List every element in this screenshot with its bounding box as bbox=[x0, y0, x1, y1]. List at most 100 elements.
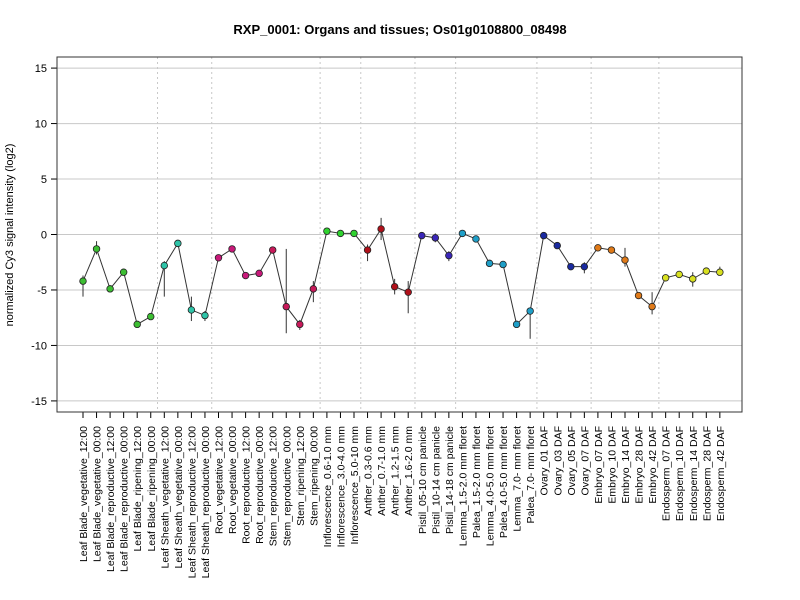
x-tick-label: Lemma_7.0- mm floret bbox=[512, 426, 524, 532]
x-tick-label: Embryo_42 DAF bbox=[647, 426, 659, 504]
x-tick-label: Lemma_1.5-2.0 mm floret bbox=[457, 426, 469, 546]
x-tick-label: Pistil_10-14 cm panicle bbox=[430, 426, 442, 534]
data-point bbox=[418, 231, 426, 240]
y-tick-label: -15 bbox=[31, 396, 47, 408]
data-point bbox=[214, 254, 223, 262]
x-tick-label: Anther_1.6-2.0 mm bbox=[403, 426, 415, 516]
data-point bbox=[431, 234, 439, 242]
data-point bbox=[445, 251, 453, 260]
x-tick-label: Palea_4.0-5.0 mm floret bbox=[498, 426, 510, 538]
data-series bbox=[79, 217, 724, 339]
data-point bbox=[526, 307, 534, 315]
x-tick-label: Stem_ripening_12:00 bbox=[295, 426, 307, 526]
x-tick-label: Leaf Blade_ripening_00:00 bbox=[146, 426, 158, 552]
y-tick-label: 15 bbox=[35, 63, 47, 75]
data-point bbox=[147, 312, 155, 321]
x-tick-label: Embryo_28 DAF bbox=[634, 426, 646, 504]
x-tick-label: Ovary_01 DAF bbox=[539, 426, 551, 495]
y-tick-label: 5 bbox=[41, 174, 47, 186]
data-point bbox=[390, 282, 399, 291]
data-point bbox=[282, 302, 290, 311]
data-point bbox=[621, 256, 629, 264]
x-tick-label: Inflorescence_3.0-4.0 mm bbox=[335, 426, 347, 548]
x-tick-label: Pistil_05-10 cm panicle bbox=[417, 426, 429, 534]
y-axis-label: normalized Cy3 signal intensity (log2) bbox=[4, 144, 16, 327]
x-tick-label: Anther_0.3-0.6 mm bbox=[363, 426, 375, 516]
data-point bbox=[187, 306, 196, 314]
x-tick-label: Stem_reproductive_12:00 bbox=[268, 426, 280, 546]
x-tick-label: Inflorescence_0.6-1.0 mm bbox=[322, 426, 334, 548]
x-tick-label: Palea_1.5-2.0 mm floret bbox=[471, 426, 483, 538]
data-point bbox=[540, 231, 548, 240]
x-tick-label: Anther_1.2-1.5 mm bbox=[390, 426, 402, 516]
x-tick-label: Root_reproductive_12:00 bbox=[241, 426, 253, 544]
data-point bbox=[309, 285, 318, 293]
x-tick-label: Ovary_05 DAF bbox=[566, 426, 578, 495]
x-tick-label: Leaf Blade_vegetative_00:00 bbox=[92, 426, 104, 562]
data-point bbox=[485, 259, 494, 268]
x-tick-label: Root_vegetative_00:00 bbox=[227, 426, 239, 534]
x-tick-label: Embryo_07 DAF bbox=[593, 426, 605, 504]
y-axis: -15 -10 -5 0 5 10 15 bbox=[31, 63, 57, 408]
x-tick-label: Leaf Sheath_vegetative_00:00 bbox=[173, 426, 185, 569]
data-point bbox=[716, 268, 724, 276]
data-point bbox=[404, 288, 412, 296]
data-point bbox=[512, 320, 521, 329]
data-point bbox=[580, 262, 589, 271]
data-point bbox=[607, 246, 616, 254]
x-tick-label: Endosperm_14 DAF bbox=[688, 426, 700, 521]
x-tick-label: Lemma_4.0-5.0 mm floret bbox=[485, 426, 497, 546]
data-point bbox=[350, 229, 358, 238]
data-point bbox=[553, 241, 561, 250]
data-point bbox=[92, 245, 101, 253]
x-tick-label: Palea_7.0- mm floret bbox=[525, 426, 537, 524]
data-point bbox=[594, 244, 602, 252]
data-point bbox=[648, 302, 656, 311]
x-tick-label: Root_reproductive_00:00 bbox=[254, 426, 266, 544]
x-tick-label: Leaf Blade_reproductive_00:00 bbox=[119, 426, 131, 572]
x-tick-label: Pistil_14-18 cm panicle bbox=[444, 426, 456, 534]
data-point bbox=[241, 271, 250, 280]
x-tick-label: Ovary_07 DAF bbox=[579, 426, 591, 495]
plot-frame bbox=[56, 56, 743, 413]
x-tick-label: Leaf Sheath_vegetative_12:00 bbox=[159, 426, 171, 569]
x-tick-label: Embryo_10 DAF bbox=[606, 426, 618, 504]
data-point bbox=[255, 269, 263, 278]
x-tick-label: Endosperm_07 DAF bbox=[661, 426, 673, 521]
x-tick-label: Stem_ripening_00:00 bbox=[308, 426, 320, 526]
data-point bbox=[323, 227, 331, 235]
chart-title: RXP_0001: Organs and tissues; Os01g01088… bbox=[233, 22, 566, 37]
data-point bbox=[228, 245, 236, 253]
data-point bbox=[661, 274, 670, 282]
x-tick-label: Leaf Blade_ripening_12:00 bbox=[132, 426, 144, 552]
grid-layer bbox=[57, 57, 742, 412]
x-tick-label: Endosperm_42 DAF bbox=[715, 426, 727, 521]
data-point bbox=[377, 225, 385, 233]
x-tick-label: Root_vegetative_12:00 bbox=[214, 426, 226, 534]
data-point bbox=[702, 267, 710, 275]
x-tick-label: Leaf Blade_vegetative_12:00 bbox=[78, 426, 90, 562]
data-point bbox=[499, 260, 507, 269]
x-tick-label: Endosperm_10 DAF bbox=[674, 426, 686, 521]
data-point bbox=[201, 311, 209, 320]
data-point bbox=[133, 320, 141, 329]
data-point bbox=[160, 261, 168, 270]
data-point bbox=[458, 229, 467, 238]
x-tick-label: Leaf Sheath_reproductive_12:00 bbox=[186, 426, 198, 579]
data-point bbox=[336, 229, 345, 238]
y-tick-label: 0 bbox=[41, 230, 47, 242]
data-point bbox=[119, 268, 128, 276]
x-tick-label: Anther_0.7-1.0 mm bbox=[376, 426, 388, 516]
data-point bbox=[567, 262, 575, 271]
data-point bbox=[174, 239, 182, 248]
data-point bbox=[79, 277, 87, 285]
data-point bbox=[472, 235, 480, 243]
y-tick-label: -10 bbox=[31, 340, 47, 352]
data-point bbox=[634, 291, 643, 300]
data-point bbox=[363, 246, 372, 254]
y-tick-label: -5 bbox=[37, 285, 47, 297]
x-tick-label: Ovary_03 DAF bbox=[552, 426, 564, 495]
x-tick-label: Embryo_14 DAF bbox=[620, 426, 632, 504]
x-tick-label: Inflorescence_5.0-10 mm bbox=[349, 426, 361, 545]
